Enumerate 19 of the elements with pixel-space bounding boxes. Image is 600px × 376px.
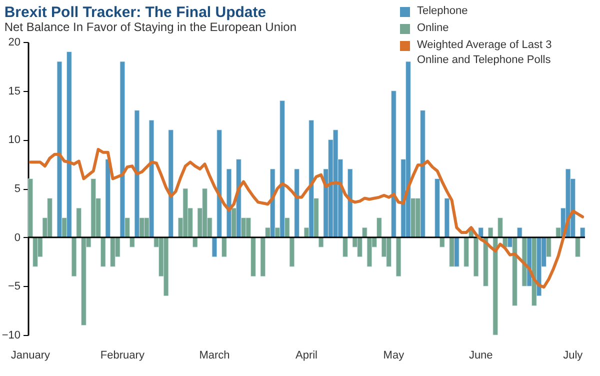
y-tick-label: 5 [14, 183, 20, 195]
y-tick-label: −10 [2, 330, 20, 342]
y-tick-label: 10 [8, 134, 20, 146]
legend-label: Weighted Average of Last 3 Online and Telephone Polls [417, 39, 552, 66]
y-tick-label: 0 [14, 232, 20, 244]
chart-subtitle: Net Balance In Favor of Staying in the European Union [4, 20, 297, 34]
x-tick-label: March [199, 350, 230, 362]
x-tick-label: January [10, 350, 50, 362]
y-tick-label: 15 [8, 85, 20, 98]
chart-title: Brexit Poll Tracker: The Final Update [4, 4, 266, 21]
x-tick-label: July [563, 350, 584, 362]
y-tick-label: −5 [8, 280, 20, 293]
legend-label: Online [417, 22, 449, 34]
x-tick-label: May [383, 350, 405, 362]
y-tick-label: 20 [8, 36, 20, 48]
x-tick-label: June [468, 350, 493, 362]
x-tick-label: February [100, 350, 145, 362]
legend-label: Telephone [417, 5, 468, 17]
x-tick-label: April [295, 350, 318, 362]
